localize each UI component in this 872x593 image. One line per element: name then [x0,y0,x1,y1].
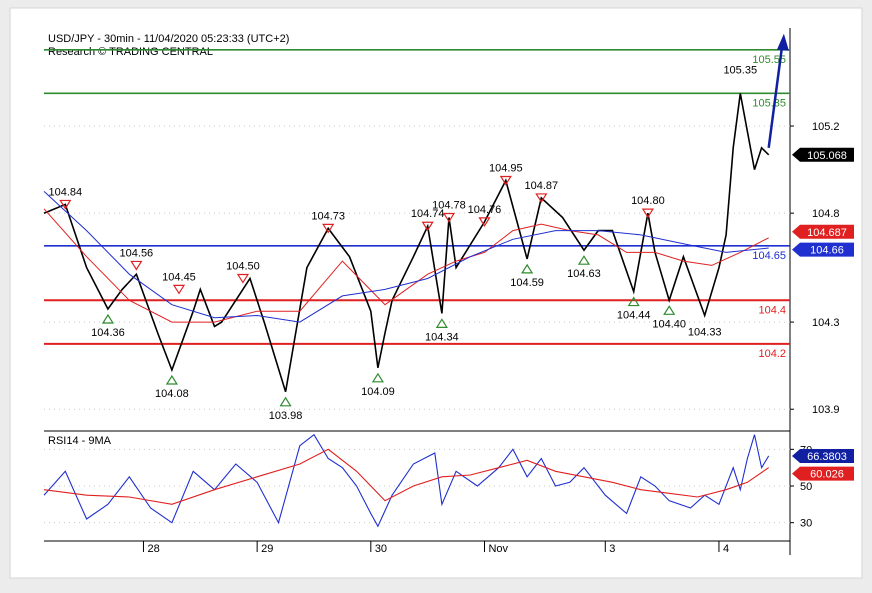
support-marker [577,255,591,265]
price-badge-label: 105.068 [807,150,847,162]
pivot-label: 104.73 [311,210,345,222]
pivot-label: 105.35 [723,64,757,76]
pivot-label: 104.44 [617,310,651,322]
resistance-marker [641,208,654,219]
level-label: 105.35 [752,97,786,109]
projection-arrow-head [776,33,789,51]
time-tick-label: 28 [147,543,159,555]
time-tick-label: 3 [609,543,615,555]
resistance-marker [478,217,491,228]
price-tick-label: 105.2 [812,121,840,133]
price-badge-label: 104.687 [807,227,847,239]
resistance-marker [130,260,143,271]
support-marker [101,313,115,324]
pivot-label: 104.45 [162,271,196,283]
pivot-label: 104.76 [468,204,502,216]
time-tick-label: Nov [488,543,508,555]
projection-layer [767,33,789,148]
price-series-ma-slow [43,191,769,323]
rsi-series-rsi [43,433,770,528]
price-badge-shape [792,242,854,257]
time-tick-label: 30 [375,543,387,555]
resistance-marker [236,273,250,284]
time-tick-label: 4 [723,543,729,555]
price-tick-label: 103.9 [812,404,840,416]
rsi-badge-label: 66.3803 [807,451,847,463]
support-marker [663,305,676,315]
price-badge-shape [792,147,854,162]
rsi-badge-shape [792,466,854,481]
time-tick-label: 29 [261,543,273,555]
level-label: 105.55 [752,54,786,66]
level-label: 104.2 [758,348,786,360]
support-marker [435,318,448,328]
support-marker [521,263,534,274]
support-marker [279,396,292,407]
pivot-label: 104.80 [631,195,665,207]
pivot-label: 104.09 [361,386,395,398]
price-tick-label: 104.8 [812,208,840,220]
support-marker [627,296,640,307]
pivot-label: 104.34 [425,331,459,343]
rsi-series-layer [43,433,770,528]
level-label: 104.4 [758,304,786,316]
level-label: 104.65 [752,250,786,262]
price-badges: 105.068 104.687 104.66 66.3803 60.026 [792,147,854,481]
pivot-label: 104.84 [48,186,82,198]
pivot-label: 104.40 [652,318,686,330]
resistance-marker [59,199,72,210]
resistance-marker [535,193,548,204]
projection-arrow-shaft [767,39,785,148]
resistance-marker [172,284,186,295]
price-series-layer [43,93,770,393]
resistance-marker [442,212,456,223]
pivot-label: 104.50 [226,261,260,273]
pivot-label: 104.74 [411,208,445,220]
price-badge-label: 104.66 [810,245,844,257]
rsi-tick-label: 50 [800,481,812,493]
rsi-series-rsi-ma [43,448,770,505]
pivot-label: 104.78 [432,200,466,212]
chart-frame [9,7,863,579]
price-badge-shape [792,224,854,239]
rsi-title: RSI14 - 9MA [48,435,112,447]
pivot-label: 103.98 [269,410,303,422]
rsi-badge-label: 60.026 [810,469,844,481]
rsi-tick-label: 30 [800,518,812,530]
chart-source: Research © TRADING CENTRAL [48,46,213,58]
price-tick-label: 104.3 [812,317,840,329]
pivot-label: 104.95 [489,162,523,174]
pivot-label: 104.87 [525,180,559,192]
time-axis: 28 29 30 Nov 3 4 [142,541,729,555]
pivot-label: 104.59 [510,277,544,289]
pivot-annotations: 104.84 104.36 104.56 104.08 104.45 104.50 103.… [48,64,757,421]
resistance-marker [322,223,335,234]
price-grid: 105.2 104.8 104.3 103.9 [44,121,840,416]
pivot-label: 104.08 [155,388,189,400]
pivot-label: 104.63 [567,268,601,280]
pivot-label: 104.56 [120,247,154,259]
resistance-marker [499,175,512,186]
support-marker [165,374,178,385]
pivot-label: 104.36 [91,327,125,339]
support-marker [371,372,385,383]
chart-title: USD/JPY - 30min - 11/04/2020 05:23:33 (U… [48,33,289,45]
pivot-label: 104.33 [688,327,722,339]
resistance-marker [421,221,434,232]
rsi-badge-shape [792,448,854,463]
